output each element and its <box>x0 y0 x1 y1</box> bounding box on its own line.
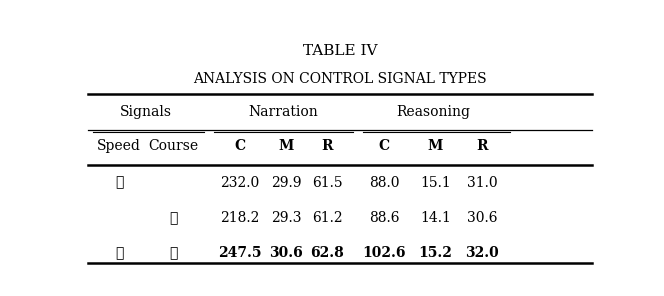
Text: 61.2: 61.2 <box>312 211 343 225</box>
Text: Reasoning: Reasoning <box>396 105 470 119</box>
Text: R: R <box>476 139 487 153</box>
Text: M: M <box>279 139 294 153</box>
Text: 88.0: 88.0 <box>369 176 399 189</box>
Text: ✓: ✓ <box>115 176 124 189</box>
Text: C: C <box>378 139 390 153</box>
Text: ANALYSIS ON CONTROL SIGNAL TYPES: ANALYSIS ON CONTROL SIGNAL TYPES <box>193 72 487 86</box>
Text: 102.6: 102.6 <box>363 246 406 260</box>
Text: 247.5: 247.5 <box>218 246 262 260</box>
Text: 88.6: 88.6 <box>369 211 399 225</box>
Text: 31.0: 31.0 <box>467 176 497 189</box>
Text: 61.5: 61.5 <box>312 176 343 189</box>
Text: 15.2: 15.2 <box>418 246 452 260</box>
Text: R: R <box>321 139 333 153</box>
Text: 30.6: 30.6 <box>270 246 303 260</box>
Text: 32.0: 32.0 <box>465 246 499 260</box>
Text: Narration: Narration <box>249 105 319 119</box>
Text: C: C <box>234 139 246 153</box>
Text: 232.0: 232.0 <box>220 176 260 189</box>
Text: M: M <box>428 139 443 153</box>
Text: Signals: Signals <box>120 105 172 119</box>
Text: 218.2: 218.2 <box>220 211 260 225</box>
Text: ✓: ✓ <box>169 246 177 260</box>
Text: Speed: Speed <box>97 139 141 153</box>
Text: Course: Course <box>148 139 198 153</box>
Text: 62.8: 62.8 <box>311 246 345 260</box>
Text: TABLE IV: TABLE IV <box>303 44 378 59</box>
Text: 14.1: 14.1 <box>420 211 451 225</box>
Text: 30.6: 30.6 <box>467 211 497 225</box>
Text: 29.3: 29.3 <box>271 211 301 225</box>
Text: 29.9: 29.9 <box>271 176 301 189</box>
Text: 15.1: 15.1 <box>420 176 451 189</box>
Text: ✓: ✓ <box>169 211 177 225</box>
Text: ✓: ✓ <box>115 246 124 260</box>
